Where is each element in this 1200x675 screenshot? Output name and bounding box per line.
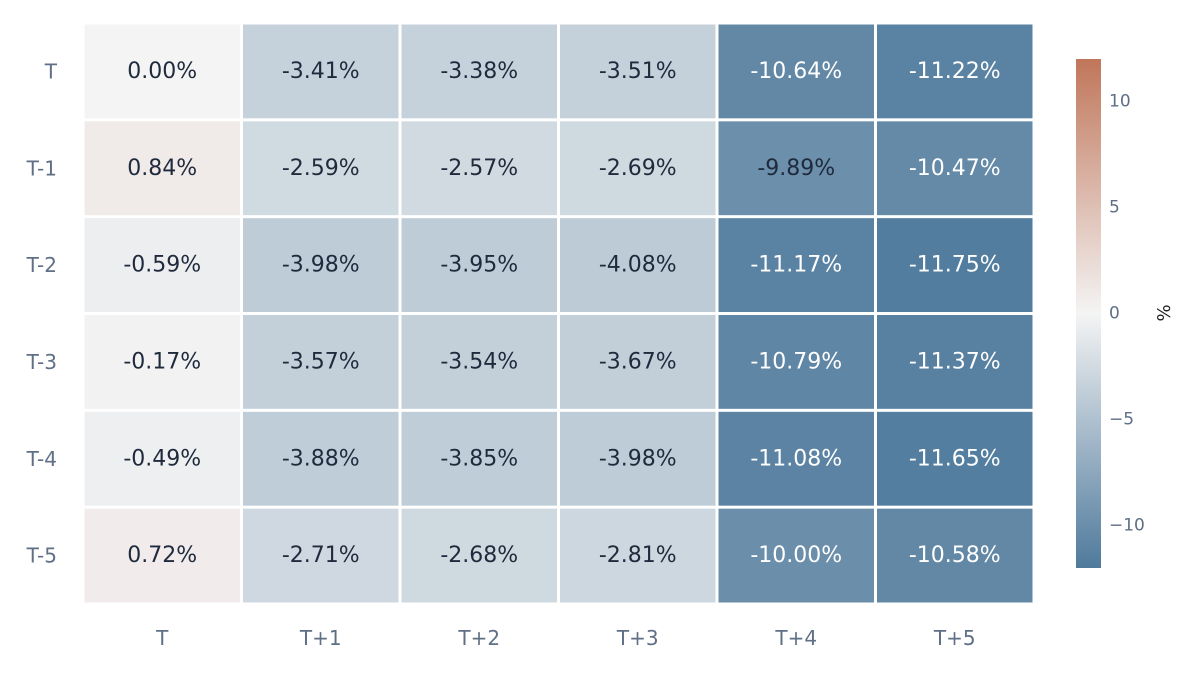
heatmap-cell-label-r3-c4: -10.79% <box>750 349 842 374</box>
colorbar-tick-label-4: −10 <box>1109 516 1145 536</box>
x-tick-label-0: T <box>155 626 169 650</box>
heatmap-cells: 0.00% -3.41% -3.38% -3.51% -10.64% -11.22% 0.8… <box>84 24 1033 603</box>
x-axis-tick-labels: T T+1 T+2 T+3 T+4 T+5 <box>155 626 975 650</box>
heatmap-cell-r2-c4 <box>718 218 874 312</box>
heatmap-cell-label-r5-c1: -2.71% <box>282 543 360 568</box>
heatmap-cell-r4-c2 <box>401 411 557 506</box>
x-tick-label-1: T+1 <box>299 626 342 650</box>
y-axis-tick-labels: T T-1 T-2 T-3 T-4 T-5 <box>26 59 58 567</box>
heatmap-cell-label-r0-c0: 0.00% <box>127 59 197 84</box>
heatmap-cell-r3-c2 <box>401 315 557 409</box>
heatmap-cell-r2-c5 <box>877 218 1033 312</box>
heatmap-cell-label-r5-c2: -2.68% <box>440 543 518 568</box>
heatmap-cell-label-r2-c1: -3.98% <box>282 253 360 278</box>
colorbar-tick-label-0: 10 <box>1109 91 1131 111</box>
heatmap-cell-r1-c1 <box>243 121 399 216</box>
y-tick-label-5: T-5 <box>26 544 57 568</box>
colorbar-tick-labels: 10 5 0 −5 −10 <box>1109 91 1145 535</box>
heatmap-cell-r4-c5 <box>877 411 1033 506</box>
heatmap-cell-label-r3-c2: -3.54% <box>440 349 518 374</box>
heatmap-cell-r4-c3 <box>560 411 716 506</box>
heatmap-cell-r2-c0 <box>84 218 240 312</box>
heatmap-cell-r5-c1 <box>243 508 399 603</box>
heatmap-cell-label-r5-c0: 0.72% <box>127 543 197 568</box>
heatmap-cell-r0-c4 <box>718 24 874 119</box>
heatmap-cell-label-r3-c0: -0.17% <box>123 349 201 374</box>
x-tick-label-3: T+3 <box>616 626 659 650</box>
heatmap-cell-label-r2-c2: -3.95% <box>440 253 518 278</box>
heatmap-cell-label-r2-c0: -0.59% <box>123 253 201 278</box>
heatmap-cell-label-r1-c1: -2.59% <box>282 156 360 181</box>
colorbar-tick-label-1: 5 <box>1109 197 1120 217</box>
x-tick-label-2: T+2 <box>457 626 500 650</box>
heatmap-cell-r5-c5 <box>877 508 1033 603</box>
heatmap-cell-label-r5-c4: -10.00% <box>750 543 842 568</box>
heatmap-cell-r0-c3 <box>560 24 716 119</box>
heatmap-cell-label-r2-c4: -11.17% <box>750 253 842 278</box>
heatmap-cell-r3-c5 <box>877 315 1033 409</box>
heatmap-cell-r1-c2 <box>401 121 557 216</box>
heatmap-cell-label-r3-c3: -3.67% <box>599 349 677 374</box>
y-tick-label-3: T-3 <box>26 350 57 374</box>
heatmap-cell-r1-c3 <box>560 121 716 216</box>
heatmap-cell-r3-c3 <box>560 315 716 409</box>
heatmap-cell-label-r4-c5: -11.65% <box>909 446 1001 471</box>
heatmap-cell-label-r0-c5: -11.22% <box>909 59 1001 84</box>
heatmap-cell-label-r2-c5: -11.75% <box>909 253 1001 278</box>
heatmap-cell-label-r3-c1: -3.57% <box>282 349 360 374</box>
y-tick-label-2: T-2 <box>26 253 57 277</box>
heatmap-cell-label-r4-c0: -0.49% <box>123 446 201 471</box>
y-tick-label-1: T-1 <box>26 156 57 180</box>
heatmap-cell-label-r4-c3: -3.98% <box>599 446 677 471</box>
heatmap-cell-r1-c0 <box>84 121 240 216</box>
heatmap-cell-r3-c4 <box>718 315 874 409</box>
heatmap-cell-r0-c2 <box>401 24 557 119</box>
heatmap-cell-label-r1-c0: 0.84% <box>127 156 197 181</box>
heatmap-cell-r0-c5 <box>877 24 1033 119</box>
heatmap-cell-label-r5-c3: -2.81% <box>599 543 677 568</box>
colorbar-label: % <box>1154 304 1175 321</box>
heatmap-cell-r4-c4 <box>718 411 874 506</box>
x-tick-label-5: T+5 <box>933 626 976 650</box>
colorbar-tick-label-3: −5 <box>1109 410 1134 430</box>
heatmap-cell-r4-c0 <box>84 411 240 506</box>
heatmap-cell-r0-c0 <box>84 24 240 119</box>
colorbar-gradient <box>1076 59 1101 568</box>
heatmap-cell-label-r2-c3: -4.08% <box>599 253 677 278</box>
y-tick-label-4: T-4 <box>26 447 57 471</box>
heatmap-cell-r1-c5 <box>877 121 1033 216</box>
heatmap-cell-label-r5-c5: -10.58% <box>909 543 1001 568</box>
heatmap-cell-label-r1-c4: -9.89% <box>757 156 835 181</box>
heatmap-cell-label-r0-c4: -10.64% <box>750 59 842 84</box>
heatmap-cell-label-r4-c2: -3.85% <box>440 446 518 471</box>
heatmap-cell-label-r0-c1: -3.41% <box>282 59 360 84</box>
heatmap-cell-label-r4-c4: -11.08% <box>750 446 842 471</box>
heatmap-cell-label-r0-c3: -3.51% <box>599 59 677 84</box>
heatmap-cell-r3-c1 <box>243 315 399 409</box>
heatmap-cell-r5-c0 <box>84 508 240 603</box>
heatmap-cell-r2-c1 <box>243 218 399 312</box>
y-tick-label-0: T <box>44 59 58 83</box>
heatmap-cell-label-r3-c5: -11.37% <box>909 349 1001 374</box>
x-tick-label-4: T+4 <box>774 626 817 650</box>
colorbar: 10 5 0 −5 −10 % <box>1076 59 1175 568</box>
heatmap-cell-label-r1-c2: -2.57% <box>440 156 518 181</box>
heatmap-cell-label-r4-c1: -3.88% <box>282 446 360 471</box>
heatmap-cell-label-r1-c5: -10.47% <box>909 156 1001 181</box>
heatmap-cell-label-r0-c2: -3.38% <box>440 59 518 84</box>
colorbar-tick-label-2: 0 <box>1109 304 1120 324</box>
heatmap-cell-r2-c2 <box>401 218 557 312</box>
heatmap-cell-r5-c2 <box>401 508 557 603</box>
heatmap-cell-r1-c4 <box>718 121 874 216</box>
heatmap-cell-r0-c1 <box>243 24 399 119</box>
heatmap-cell-r4-c1 <box>243 411 399 506</box>
heatmap-cell-r2-c3 <box>560 218 716 312</box>
heatmap-cell-r3-c0 <box>84 315 240 409</box>
heatmap-cell-r5-c3 <box>560 508 716 603</box>
heatmap-cell-label-r1-c3: -2.69% <box>599 156 677 181</box>
heatmap-cell-r5-c4 <box>718 508 874 603</box>
